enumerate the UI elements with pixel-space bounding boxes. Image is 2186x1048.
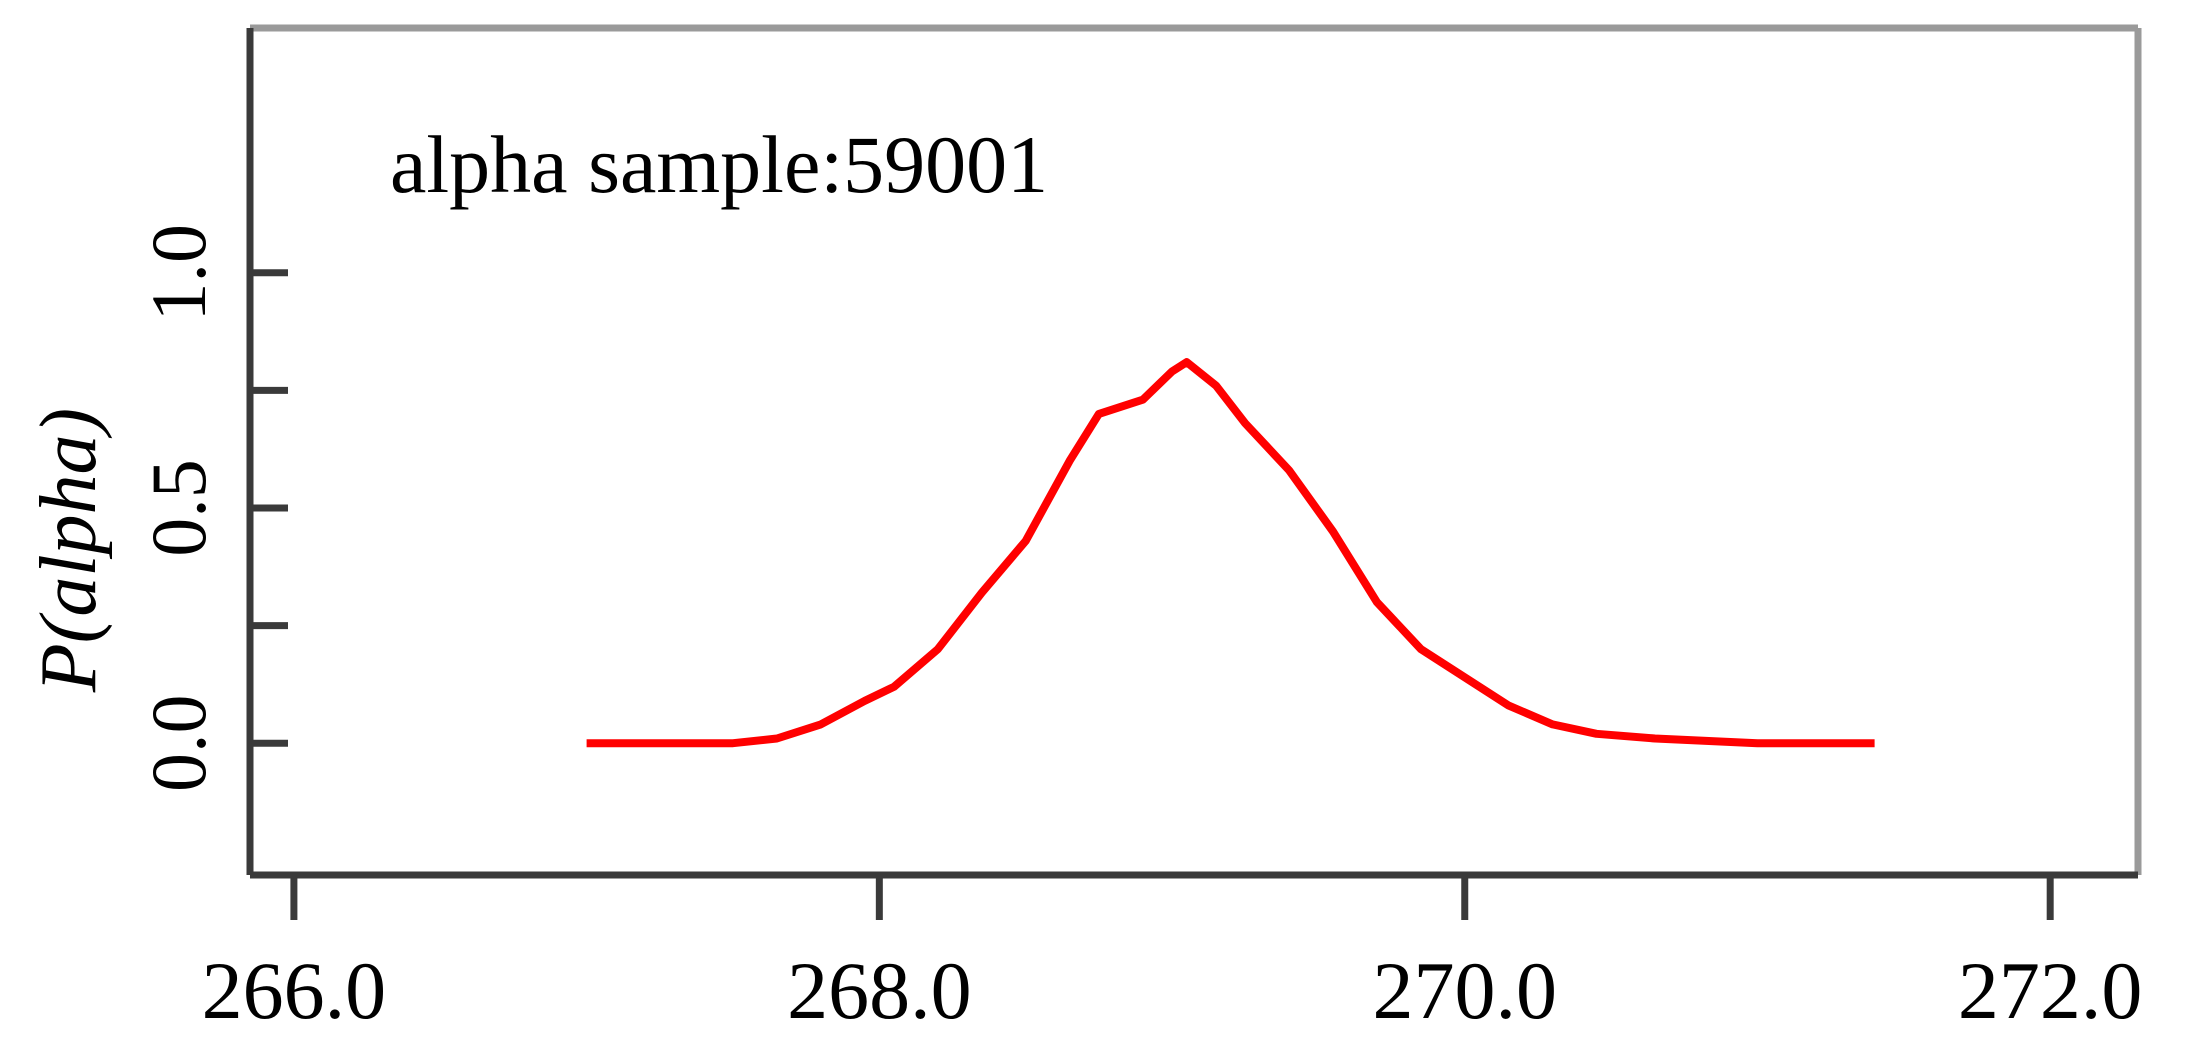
y-tick-label: 0.5 xyxy=(135,459,222,557)
x-tick-label: 266.0 xyxy=(202,945,387,1036)
x-tick-label: 270.0 xyxy=(1373,945,1558,1036)
x-tick-label: 272.0 xyxy=(1958,945,2143,1036)
y-tick-label: 0.0 xyxy=(135,694,222,792)
series-group xyxy=(586,358,1875,748)
y-axis-label: P(alpha) xyxy=(25,408,113,693)
sample-annotation: alpha sample:59001 xyxy=(390,119,1048,210)
y-tick-label: 1.0 xyxy=(135,224,222,322)
x-tick-label: 268.0 xyxy=(787,945,972,1036)
series-line xyxy=(586,358,1875,748)
y-ticks: 0.0 0.5 1.0 xyxy=(135,224,288,792)
x-ticks: 266.0 268.0 270.0 272.0 xyxy=(202,875,2143,1036)
